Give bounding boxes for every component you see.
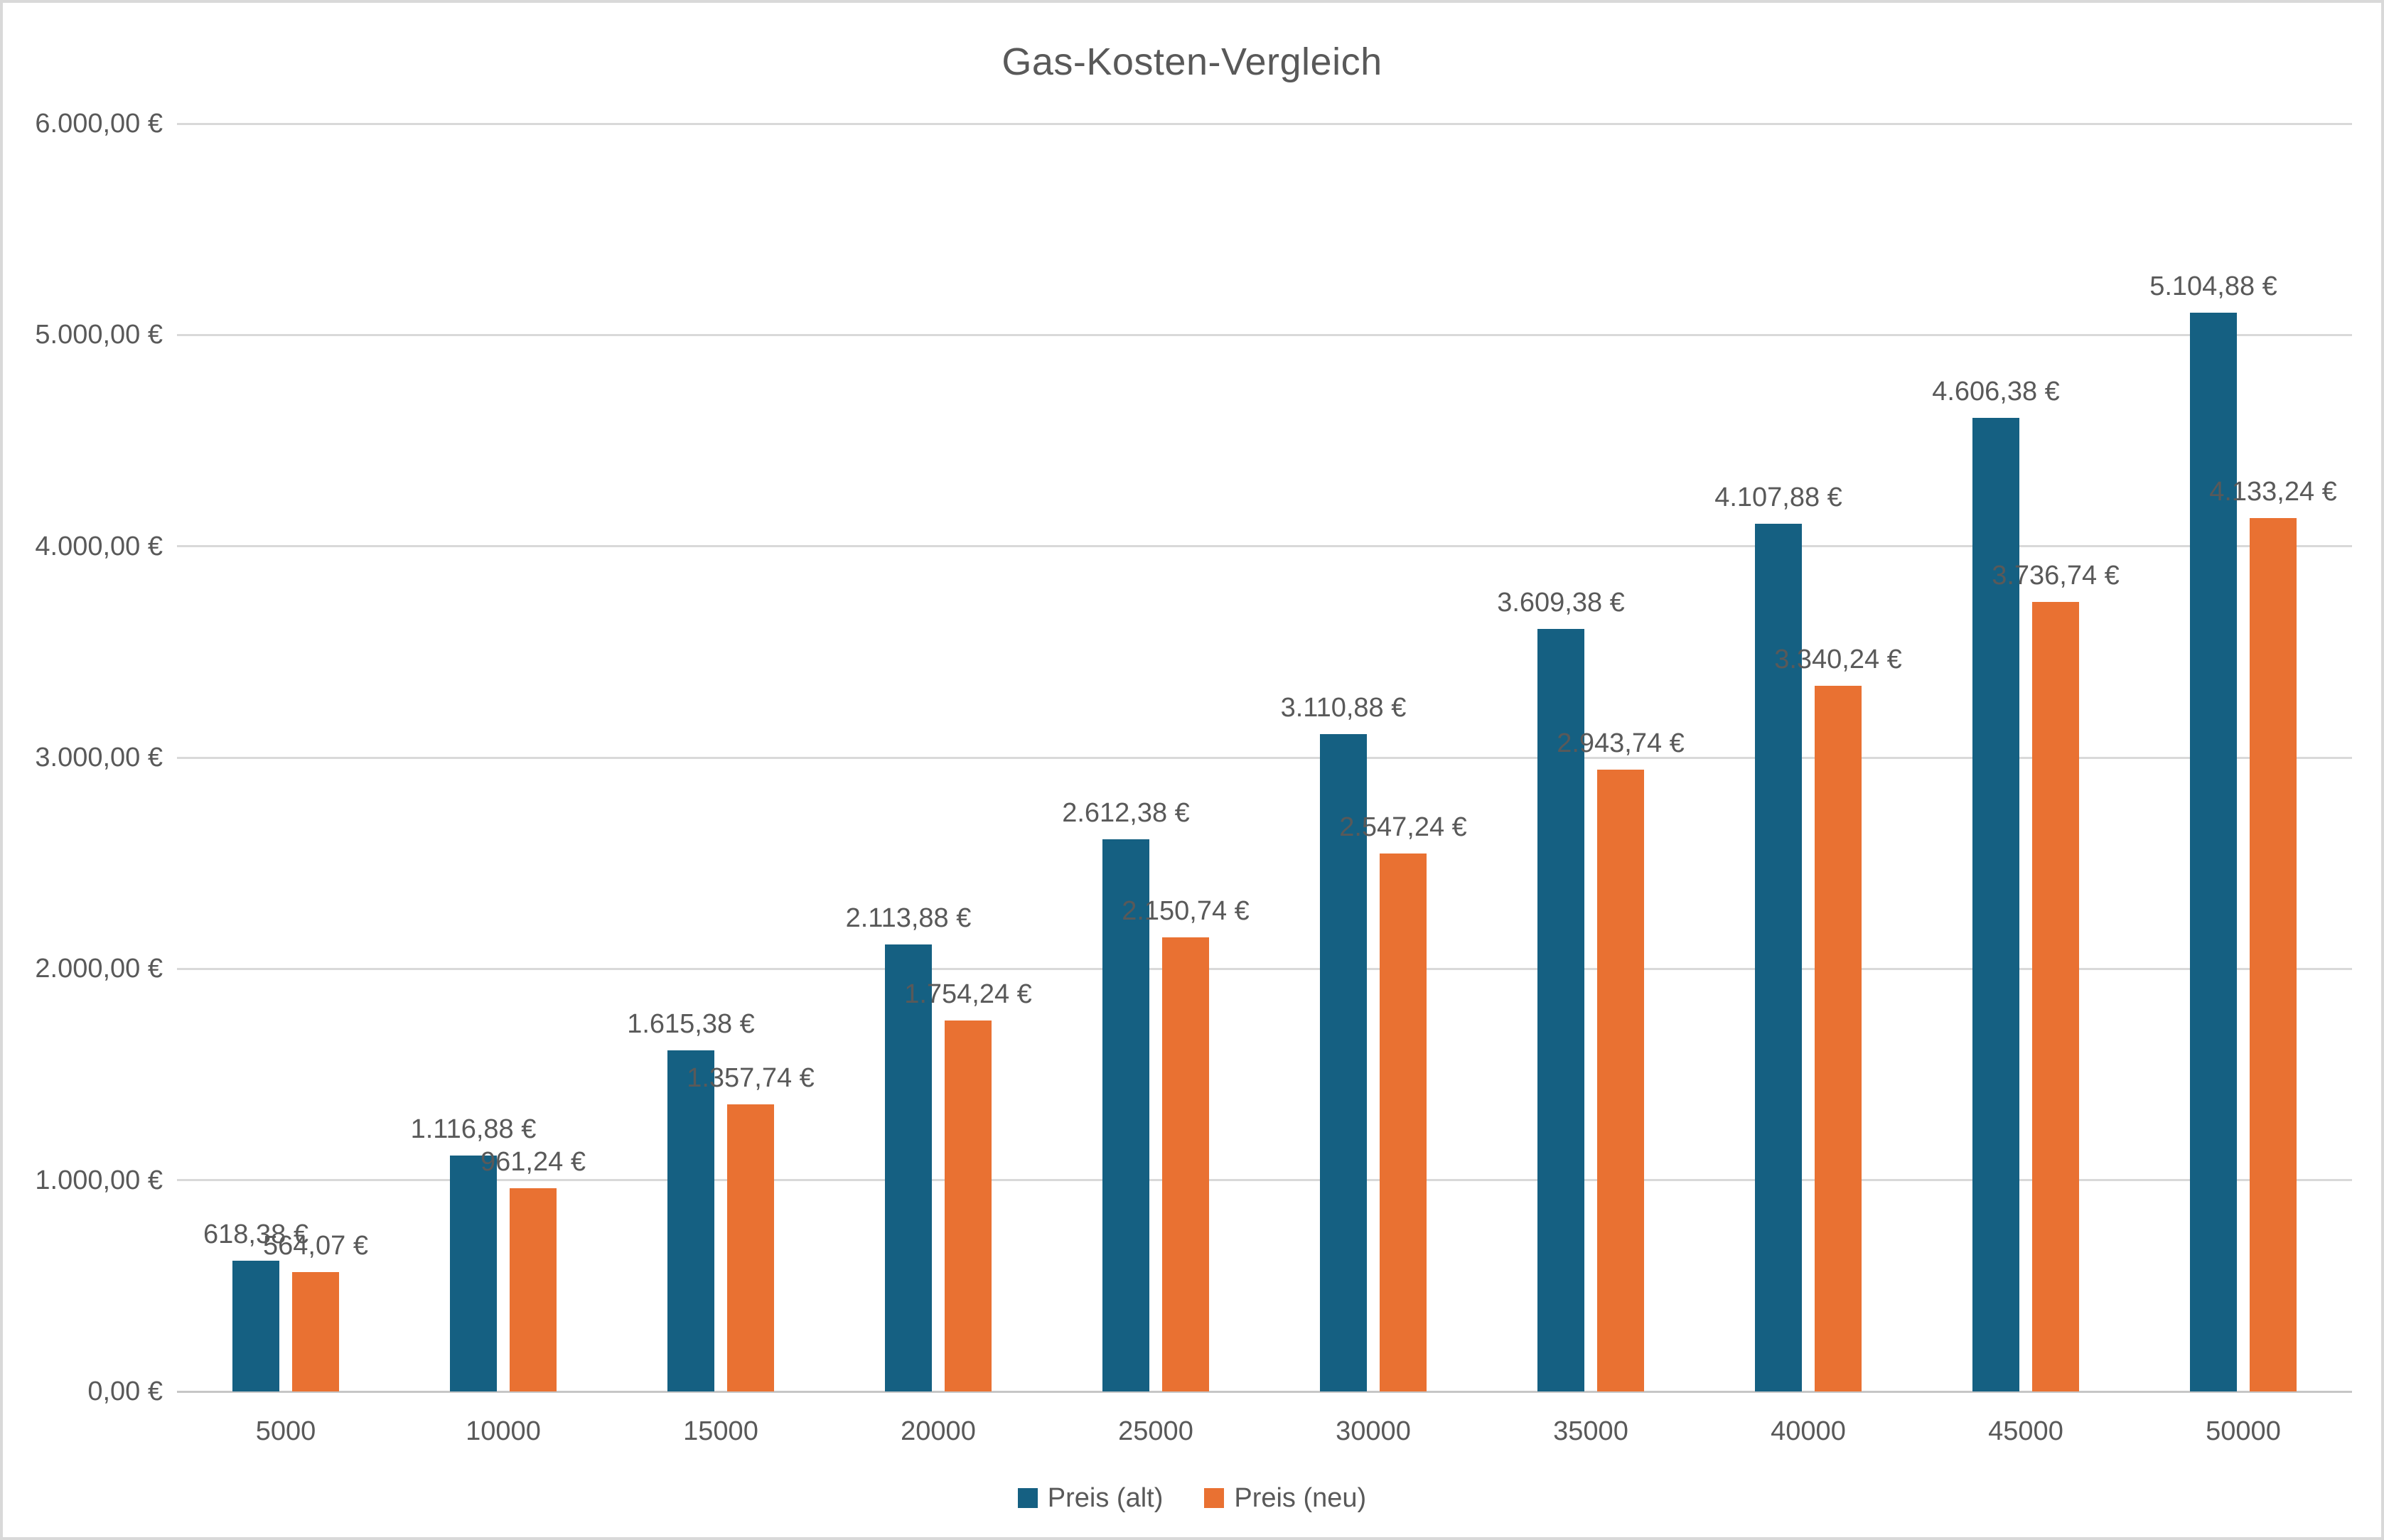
data-label-preis-neu-20000: 1.754,24 € xyxy=(904,979,1032,1010)
bar-preis-neu-5000[interactable] xyxy=(292,1272,339,1391)
bar-preis-alt-50000[interactable] xyxy=(2190,313,2237,1391)
data-label-preis-alt-35000: 3.609,38 € xyxy=(1497,587,1625,618)
bar-preis-alt-25000[interactable] xyxy=(1102,839,1149,1391)
bar-preis-neu-50000[interactable] xyxy=(2250,518,2297,1391)
bar-preis-neu-10000[interactable] xyxy=(510,1188,557,1391)
x-axis-line xyxy=(177,1390,2352,1393)
legend-label: Preis (alt) xyxy=(1047,1483,1164,1513)
gridline xyxy=(177,545,2352,548)
x-axis-category-label: 15000 xyxy=(683,1416,758,1446)
bar-preis-neu-25000[interactable] xyxy=(1162,937,1209,1391)
bar-preis-alt-10000[interactable] xyxy=(450,1155,497,1391)
y-axis-tick-label: 1.000,00 € xyxy=(35,1165,163,1195)
bar-preis-neu-15000[interactable] xyxy=(727,1104,774,1391)
y-axis-tick-label: 2.000,00 € xyxy=(35,954,163,984)
gridline xyxy=(177,967,2352,970)
data-label-preis-neu-30000: 2.547,24 € xyxy=(1339,812,1467,842)
legend-swatch-preis-alt xyxy=(1017,1488,1038,1508)
x-axis-category-label: 40000 xyxy=(1771,1416,1846,1446)
data-label-preis-neu-45000: 3.736,74 € xyxy=(1992,560,2120,591)
gridline xyxy=(177,1179,2352,1182)
chart-title: Gas-Kosten-Vergleich xyxy=(1002,41,1382,83)
x-axis-category-label: 50000 xyxy=(2206,1416,2281,1446)
bar-preis-alt-40000[interactable] xyxy=(1755,523,1802,1391)
bar-preis-neu-20000[interactable] xyxy=(945,1021,992,1391)
legend-item-preis-alt[interactable]: Preis (alt) xyxy=(1017,1482,1164,1514)
legend-item-preis-neu[interactable]: Preis (neu) xyxy=(1204,1482,1366,1514)
data-label-preis-alt-25000: 2.612,38 € xyxy=(1062,798,1190,829)
data-label-preis-alt-30000: 3.110,88 € xyxy=(1280,693,1407,723)
data-label-preis-alt-45000: 4.606,38 € xyxy=(1932,377,2060,407)
bar-preis-alt-20000[interactable] xyxy=(885,944,932,1391)
data-label-preis-alt-10000: 1.116,88 € xyxy=(410,1114,537,1144)
data-label-preis-alt-15000: 1.615,38 € xyxy=(627,1008,755,1039)
bar-preis-neu-45000[interactable] xyxy=(2032,601,2079,1391)
bar-preis-alt-30000[interactable] xyxy=(1320,734,1367,1391)
gridline xyxy=(177,756,2352,759)
x-axis-category-label: 30000 xyxy=(1336,1416,1411,1446)
y-axis-tick-label: 3.000,00 € xyxy=(35,743,163,772)
data-label-preis-neu-50000: 4.133,24 € xyxy=(2209,477,2337,507)
data-label-preis-alt-20000: 2.113,88 € xyxy=(845,903,972,934)
x-axis-category-label: 10000 xyxy=(466,1416,541,1446)
data-label-preis-neu-10000: 961,24 € xyxy=(480,1147,586,1178)
legend-label: Preis (neu) xyxy=(1234,1483,1367,1513)
bar-preis-alt-5000[interactable] xyxy=(232,1261,279,1391)
data-label-preis-alt-5000: 618,38 € xyxy=(203,1219,308,1250)
legend-swatch-preis-neu xyxy=(1204,1488,1225,1508)
data-label-preis-neu-25000: 2.150,74 € xyxy=(1122,895,1250,926)
x-axis-category-label: 45000 xyxy=(1988,1416,2063,1446)
gridline xyxy=(177,122,2352,125)
bar-preis-alt-45000[interactable] xyxy=(1972,418,2019,1391)
data-label-preis-alt-50000: 5.104,88 € xyxy=(2149,271,2277,302)
x-axis-category-label: 35000 xyxy=(1553,1416,1628,1446)
bar-preis-neu-35000[interactable] xyxy=(1597,769,1644,1391)
y-axis-tick-label: 6.000,00 € xyxy=(35,109,163,139)
bar-preis-neu-40000[interactable] xyxy=(1815,685,1862,1391)
x-axis-category-label: 25000 xyxy=(1118,1416,1193,1446)
data-label-preis-neu-40000: 3.340,24 € xyxy=(1774,644,1902,674)
gridline xyxy=(177,333,2352,336)
bar-preis-alt-15000[interactable] xyxy=(667,1050,714,1391)
data-label-preis-neu-35000: 2.943,74 € xyxy=(1557,728,1685,758)
x-axis-category-label: 5000 xyxy=(255,1416,316,1446)
bar-preis-alt-35000[interactable] xyxy=(1537,628,1584,1391)
data-label-preis-neu-5000: 564,07 € xyxy=(263,1231,368,1261)
bar-preis-neu-30000[interactable] xyxy=(1380,853,1427,1391)
y-axis-tick-label: 0,00 € xyxy=(87,1377,163,1406)
y-axis-tick-label: 5.000,00 € xyxy=(35,320,163,350)
chart-legend: Preis (alt) Preis (neu) xyxy=(3,1482,2381,1514)
data-label-preis-alt-40000: 4.107,88 € xyxy=(1714,482,1842,512)
y-axis-tick-label: 4.000,00 € xyxy=(35,531,163,561)
x-axis-category-label: 20000 xyxy=(901,1416,976,1446)
data-label-preis-neu-15000: 1.357,74 € xyxy=(687,1063,815,1094)
